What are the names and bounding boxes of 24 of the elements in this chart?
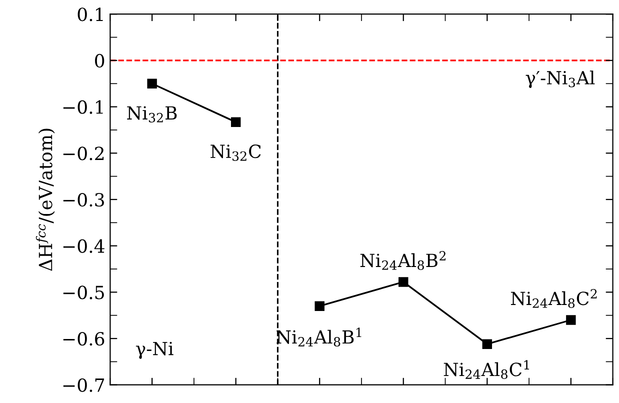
annotation: Ni$_{24}$Al$_{8}$B$^{1}$ <box>276 328 362 347</box>
annotation: Ni$_{24}$Al$_{8}$C$^{1}$ <box>444 360 530 379</box>
y-tick-label: 0 <box>95 54 104 68</box>
y-tick-label: −0.1 <box>63 100 103 114</box>
y-axis-title: ΔH$^{fcc}$/(eV/atom) <box>36 128 55 271</box>
annotation: Ni$_{32}$B <box>127 106 177 122</box>
y-tick-label: 0.1 <box>78 8 103 22</box>
annotation: Ni$_{24}$Al$_{8}$C$^{2}$ <box>510 289 597 308</box>
annotation: Ni$_{32}$C <box>210 144 261 161</box>
point <box>566 315 576 325</box>
point <box>314 301 324 311</box>
point <box>230 117 241 127</box>
y-tick-label: −0.5 <box>63 286 104 300</box>
point <box>147 78 157 88</box>
annotation: γ′-Ni$_{3}$Al <box>526 70 595 88</box>
annotation: Ni$_{24}$Al$_{8}$B$^{2}$ <box>360 251 446 270</box>
point <box>482 339 492 349</box>
annotation: γ-Ni <box>136 342 174 359</box>
y-tick-label: −0.3 <box>63 192 104 207</box>
y-tick-label: −0.2 <box>63 146 104 160</box>
point <box>398 277 408 287</box>
y-tick-label: −0.4 <box>63 239 104 253</box>
y-tick-label: −0.7 <box>63 378 104 392</box>
y-tick-label: −0.6 <box>63 332 104 346</box>
